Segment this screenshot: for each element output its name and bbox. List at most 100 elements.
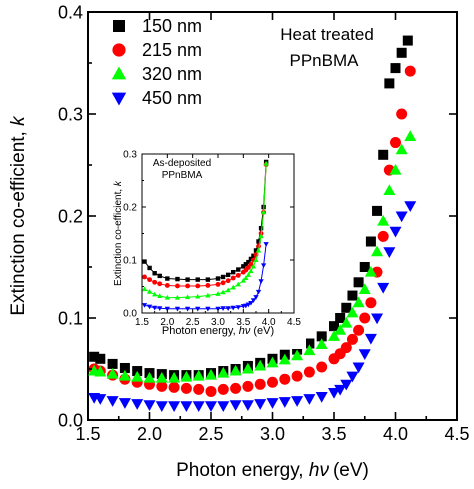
inset-data-point — [184, 294, 191, 300]
inset-data-point — [164, 294, 170, 300]
main-y-tick-label: 0.4 — [58, 2, 83, 22]
inset-x-tick-label: 2.0 — [160, 317, 174, 328]
data-point — [106, 367, 119, 379]
data-point — [241, 400, 254, 411]
inset-data-point — [246, 259, 251, 265]
inset-data-point — [248, 256, 254, 262]
inset-y-tick-label: 0.1 — [123, 256, 137, 267]
data-point — [279, 373, 291, 385]
inset-data-layer — [141, 159, 269, 312]
inset-data-point — [164, 283, 170, 288]
legend-label: 150 nm — [142, 16, 202, 36]
data-point — [389, 163, 402, 175]
inset-data-point — [142, 259, 147, 264]
data-point — [334, 384, 347, 396]
inset-data-point — [174, 306, 181, 312]
inset-data-point — [152, 305, 158, 311]
inset-data-point — [245, 302, 252, 308]
main-x-axis-label-unit: (eV) — [333, 460, 369, 481]
data-point — [340, 316, 353, 328]
data-point — [229, 400, 242, 411]
main-x-tick-label: 1.5 — [75, 424, 100, 444]
inset-data-point — [225, 278, 231, 284]
inset-data-point — [215, 291, 221, 296]
inset-data-point — [236, 267, 241, 272]
inset-data-point — [220, 289, 226, 295]
inset-data-point — [175, 283, 180, 289]
data-point — [334, 323, 347, 335]
inset-data-point — [142, 274, 147, 280]
inset-x-tick-label: 3.0 — [211, 317, 225, 328]
inset-data-point — [195, 283, 201, 289]
data-point — [346, 306, 359, 318]
data-point — [365, 236, 376, 247]
data-point — [131, 399, 144, 410]
main-annotation-line-1: Heat treated — [280, 25, 374, 44]
legend-label: 215 nm — [142, 40, 202, 60]
data-point — [254, 359, 267, 371]
inset-data-point — [225, 272, 231, 278]
inset-data-point — [235, 281, 241, 287]
inset-data-point — [248, 300, 254, 306]
legend-marker — [111, 66, 127, 80]
data-point — [89, 351, 100, 362]
inset-data-point — [250, 298, 257, 304]
inset-data-point — [174, 294, 181, 300]
data-point — [340, 379, 353, 391]
inset-data-point — [258, 279, 264, 284]
data-point — [390, 63, 401, 74]
main-x-tick-label: 2.0 — [137, 424, 162, 444]
data-point — [229, 364, 242, 376]
inset-data-point — [147, 265, 152, 271]
inset-data-point — [225, 306, 231, 311]
inset-data-point — [263, 160, 269, 166]
inset-annotation-line-2: PPnBMA — [162, 170, 203, 181]
inset-data-point — [230, 275, 236, 281]
inset-data-point — [230, 284, 236, 290]
inset-data-point — [243, 275, 249, 280]
data-point — [278, 353, 291, 365]
inset-data-point — [184, 306, 191, 312]
legend-label: 320 nm — [142, 64, 202, 84]
main-x-tick-label: 3.5 — [321, 424, 346, 444]
inset-x-axis-label-unit: (eV) — [253, 325, 274, 337]
data-point — [303, 344, 316, 356]
data-point — [155, 371, 168, 383]
inset-data-point — [231, 269, 236, 275]
inset-y-axis-label-symbol: k — [113, 180, 124, 186]
main-annotation-line-2: PPnBMA — [290, 51, 360, 70]
inset-data-point — [241, 264, 246, 269]
data-point — [254, 399, 267, 410]
inset-data-point — [157, 293, 163, 299]
data-point — [352, 362, 365, 374]
inset-data-point — [248, 268, 254, 274]
data-point — [266, 356, 279, 368]
main-y-tick-label: 0.1 — [58, 308, 83, 328]
data-point — [168, 401, 181, 412]
data-point — [353, 277, 364, 288]
inset-data-point — [205, 292, 211, 298]
data-point — [168, 381, 180, 393]
legend: 150 nm 215 nm 320 nm 450 nm — [111, 16, 202, 108]
data-point — [94, 394, 107, 405]
inset-data-point — [253, 248, 259, 253]
data-point — [242, 380, 254, 392]
data-point — [119, 362, 130, 373]
inset-data-point — [253, 295, 259, 300]
data-point — [180, 401, 193, 412]
data-point — [364, 265, 377, 277]
inset-data-point — [185, 277, 190, 282]
main-x-tick-label: 4.5 — [444, 424, 469, 444]
data-point — [352, 296, 365, 308]
legend-marker — [113, 20, 125, 32]
inset-x-tick-label: 3.5 — [236, 317, 250, 328]
data-point — [358, 283, 371, 294]
data-point — [155, 401, 168, 412]
data-point — [230, 382, 242, 394]
legend-marker — [111, 92, 127, 106]
inset-y-tick-label: 0.2 — [123, 203, 137, 214]
main-x-tick-label: 4.0 — [383, 424, 408, 444]
data-point — [315, 338, 328, 350]
data-point — [143, 371, 156, 383]
